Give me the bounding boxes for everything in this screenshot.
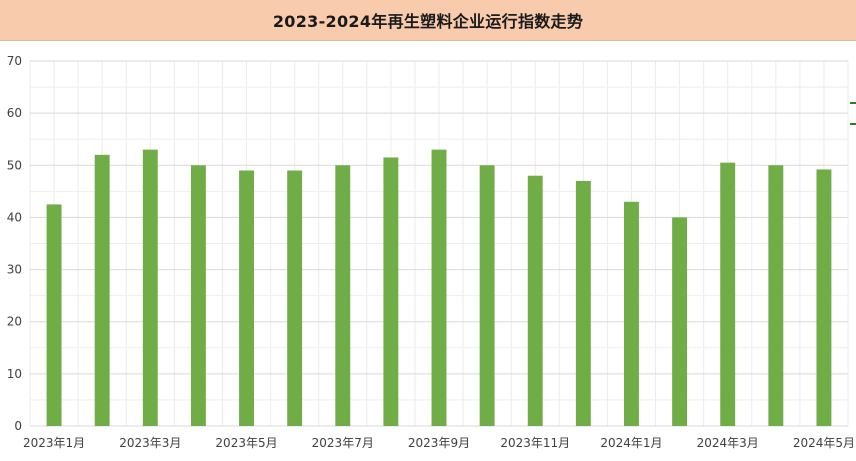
bar [239,170,254,426]
chart-title: 2023-2024年再生塑料企业运行指数走势 [272,12,584,31]
x-tick-label: 2024年1月 [600,436,662,450]
chart-title-bar: 2023-2024年再生塑料企业运行指数走势 [0,0,856,41]
bar [287,170,303,426]
bar [335,165,351,426]
bar [575,180,591,426]
y-tick-label: 10 [7,367,22,381]
bar-layer [46,149,832,426]
bar [527,175,543,426]
x-tick-label: 2023年5月 [215,436,277,450]
y-tick-label: 60 [7,106,22,120]
y-tick-label: 50 [7,158,22,172]
bar [479,165,495,426]
bar [816,169,832,426]
bar [720,162,736,426]
x-tick-label: 2023年1月 [23,436,85,450]
y-tick-label: 0 [14,419,22,433]
y-tick-label: 70 [7,54,22,68]
bar [94,154,110,426]
bar [431,149,447,426]
bar [46,204,62,426]
bar [190,165,206,426]
x-tick-label: 2024年5月 [793,436,855,450]
y-axis-ticks: 0 10 20 30 40 50 60 70 [7,54,22,433]
x-tick-label: 2024年3月 [697,436,759,450]
bar [624,201,639,426]
bar [383,157,399,426]
x-axis-ticks: 2023年1月 2023年3月 2023年5月 2023年7月 2023年9月 2023年… [23,436,855,450]
x-tick-label: 2023年9月 [408,436,470,450]
x-tick-label: 2023年11月 [500,436,570,450]
bar [768,165,784,426]
bar [142,149,158,426]
bar [672,217,688,426]
x-tick-label: 2023年7月 [312,436,374,450]
y-tick-label: 40 [7,210,22,224]
y-tick-label: 20 [7,315,22,329]
y-tick-label: 30 [7,263,22,277]
x-tick-label: 2023年3月 [119,436,181,450]
